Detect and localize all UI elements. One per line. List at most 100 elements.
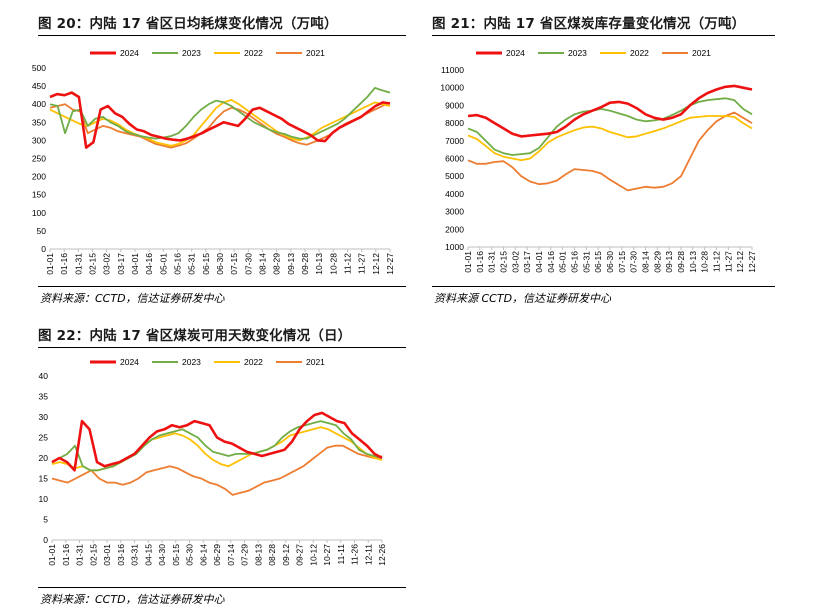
x-tick-label: 05-30	[185, 544, 195, 566]
x-tick-label: 11-12	[712, 251, 722, 272]
x-tick-label: 10-13	[314, 253, 324, 275]
x-tick-label: 11-11	[336, 544, 346, 565]
x-tick-label: 11-26	[350, 544, 360, 565]
x-tick-label: 04-16	[144, 253, 154, 275]
x-tick-label: 05-16	[570, 251, 580, 273]
x-tick-label: 04-16	[546, 251, 556, 273]
y-tick-label: 3000	[445, 207, 464, 217]
x-tick-label: 08-14	[641, 251, 651, 273]
x-tick-label: 12-27	[385, 253, 395, 275]
y-tick-label: 35	[39, 392, 49, 402]
y-tick-label: 10000	[440, 83, 464, 93]
x-tick-label: 04-01	[534, 251, 544, 273]
x-tick-label: 06-15	[201, 253, 211, 275]
x-tick-label: 11-27	[723, 251, 733, 272]
chart-source: 资料来源 CCTD，信达证券研发中心	[434, 292, 612, 305]
x-tick-label: 10-13	[688, 251, 698, 273]
x-tick-label: 09-28	[676, 251, 686, 273]
legend-label-2022: 2022	[244, 357, 263, 367]
legend-label-2021: 2021	[306, 48, 325, 58]
x-tick-label: 10-12	[308, 544, 318, 566]
x-tick-label: 09-12	[281, 544, 291, 566]
y-tick-label: 40	[39, 371, 49, 381]
y-tick-label: 5000	[445, 171, 464, 181]
y-tick-label: 100	[32, 208, 46, 218]
source-rule	[38, 587, 406, 588]
x-tick-label: 10-28	[700, 251, 710, 273]
chart-title: 图 22：内陆 17 省区煤炭可用天数变化情况（日）	[38, 328, 352, 344]
x-tick-label: 03-31	[130, 544, 140, 566]
x-tick-label: 01-01	[45, 253, 55, 275]
x-tick-label: 01-16	[475, 251, 485, 273]
chart-panel-daily-consumption: 图 20：内陆 17 省区日均耗煤变化情况（万吨） 0 50 100 150 200 25…	[32, 12, 408, 307]
y-tick-label: 6000	[445, 154, 464, 164]
x-tick-label: 01-16	[59, 253, 69, 275]
y-tick-label: 11000	[441, 65, 464, 75]
y-tick-label: 5	[43, 515, 48, 525]
y-tick-label: 25	[39, 433, 49, 443]
y-tick-label: 200	[32, 172, 46, 182]
y-tick-label: 15	[39, 474, 49, 484]
y-tick-label: 7000	[445, 136, 464, 146]
y-tick-label: 400	[32, 99, 46, 109]
series-line-2021	[51, 444, 383, 496]
x-tick-label: 07-14	[226, 544, 236, 566]
x-tick-label: 08-28	[267, 544, 277, 566]
x-tick-label: 05-31	[187, 253, 197, 275]
x-tick-label: 07-29	[240, 544, 250, 566]
x-tick-label: 08-13	[253, 544, 263, 566]
y-tick-label: 350	[32, 117, 46, 127]
x-tick-label: 03-01	[102, 544, 112, 566]
x-tick-label: 03-02	[102, 253, 112, 275]
x-tick-label: 05-31	[581, 251, 591, 273]
x-tick-label: 12-12	[735, 251, 745, 273]
y-tick-label: 50	[37, 226, 47, 236]
chart-title: 图 20：内陆 17 省区日均耗煤变化情况（万吨）	[38, 16, 338, 32]
x-tick-label: 01-01	[47, 544, 57, 566]
x-tick-label: 05-01	[158, 253, 168, 275]
legend-label-2022: 2022	[244, 48, 263, 58]
x-tick-label: 07-15	[617, 251, 627, 273]
x-tick-label: 05-16	[173, 253, 183, 275]
x-tick-label: 10-28	[328, 253, 338, 275]
x-tick-label: 01-31	[487, 251, 497, 273]
x-tick-label: 09-28	[300, 253, 310, 275]
x-tick-label: 10-27	[322, 544, 332, 566]
x-tick-label: 03-17	[522, 251, 532, 273]
series-line-2023	[51, 420, 383, 472]
source-rule	[38, 286, 406, 287]
x-tick-label: 01-01	[463, 251, 473, 273]
y-tick-label: 0	[43, 535, 48, 545]
y-tick-label: 450	[32, 81, 46, 91]
x-tick-label: 12-27	[747, 251, 757, 273]
chart-panel-inventory: 图 21：内陆 17 省区煤炭库存量变化情况（万吨） 1000 2000 3000 4…	[432, 12, 777, 307]
legend-label-2021: 2021	[692, 48, 711, 58]
x-tick-label: 01-31	[75, 544, 85, 566]
y-tick-label: 150	[32, 190, 46, 200]
series-line-2024	[51, 411, 383, 472]
x-tick-label: 09-27	[295, 544, 305, 566]
legend-label-2024: 2024	[506, 48, 525, 58]
series-line-2022	[467, 115, 753, 162]
series-line-2021	[467, 111, 753, 192]
x-tick-label: 11-27	[357, 253, 367, 274]
title-rule	[38, 347, 406, 348]
x-tick-label: 06-15	[593, 251, 603, 273]
x-tick-label: 05-15	[171, 544, 181, 566]
legend-label-2023: 2023	[568, 48, 587, 58]
legend-label-2022: 2022	[630, 48, 649, 58]
y-tick-label: 8000	[445, 118, 464, 128]
x-tick-label: 12-12	[371, 253, 381, 275]
chart-source: 资料来源：CCTD，信达证券研发中心	[40, 593, 225, 606]
legend-label-2024: 2024	[120, 357, 139, 367]
series-line-2024	[467, 84, 753, 138]
series-line-2023	[467, 97, 753, 156]
x-tick-label: 12-26	[377, 544, 387, 566]
series-line-2023	[49, 87, 391, 140]
x-tick-label: 08-14	[258, 253, 268, 275]
x-tick-label: 08-29	[272, 253, 282, 275]
line-chart-daily-consumption: 0 50 100 150 200 250 300 350 400 450 500 01-01 01-16…	[32, 48, 395, 275]
x-tick-label: 03-02	[510, 251, 520, 273]
chart-panel-available-days: 图 22：内陆 17 省区煤炭可用天数变化情况（日） 0 5 10 15 20 25 30 3…	[38, 324, 408, 609]
x-tick-label: 12-11	[363, 544, 373, 565]
